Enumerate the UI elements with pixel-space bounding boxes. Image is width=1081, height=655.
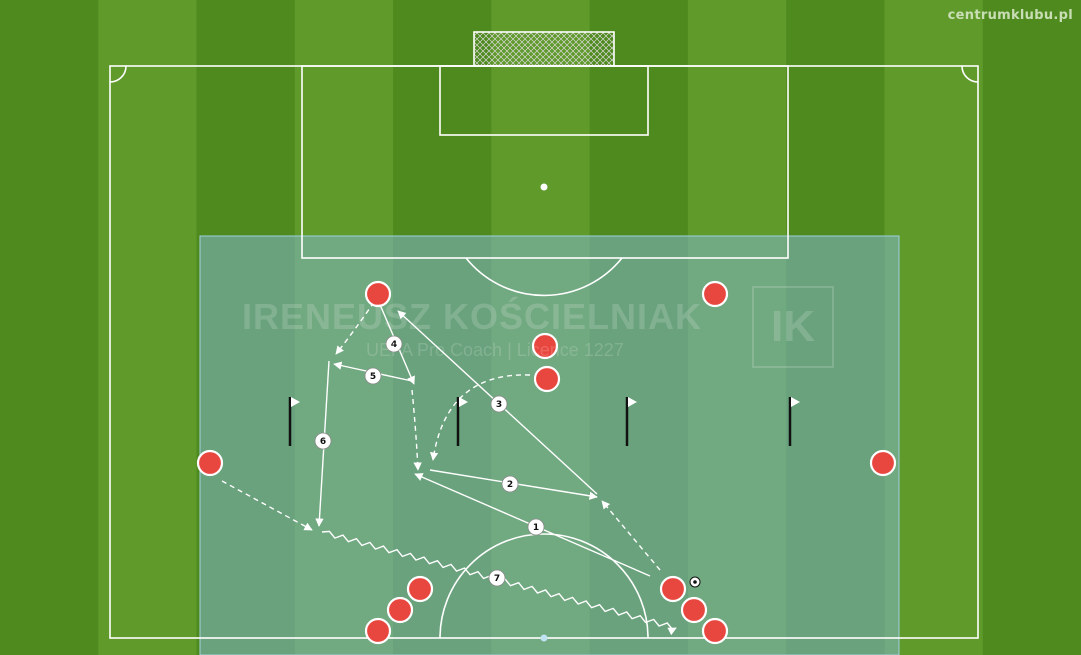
pass-label: 2 — [501, 475, 519, 493]
pass-label: 4 — [385, 335, 403, 353]
flags — [288, 397, 800, 446]
penalty-spot — [540, 183, 548, 191]
pass-label-text: 6 — [320, 437, 326, 447]
pass-label-text: 5 — [370, 372, 376, 382]
watermark-logo: IK — [752, 286, 834, 368]
player-marker — [659, 575, 687, 603]
player-marker — [680, 596, 708, 624]
site-credit[interactable]: centrumklubu.pl — [947, 8, 1073, 23]
center-spot — [540, 634, 548, 642]
run-line — [411, 389, 422, 471]
flag-icon — [625, 397, 637, 446]
pass-label-text: 1 — [533, 523, 539, 533]
ball-icon — [689, 576, 701, 588]
pass-label: 5 — [364, 367, 382, 385]
run-line — [601, 500, 661, 571]
grass-stripe — [98, 0, 198, 655]
penalty-arc — [465, 257, 623, 297]
pass-labels: 1 2 3 4 5 6 7 — [314, 335, 545, 587]
flag-icon — [288, 397, 300, 446]
pass-label-text: 7 — [494, 574, 500, 584]
grass-stripe — [0, 0, 100, 655]
player-marker — [364, 280, 392, 308]
player-marker — [869, 449, 897, 477]
player-marker — [196, 449, 224, 477]
player-marker — [406, 575, 434, 603]
pass-label-text: 2 — [507, 480, 513, 490]
pass-label-text: 3 — [496, 400, 502, 410]
player-marker — [386, 596, 414, 624]
player-marker — [701, 617, 729, 645]
corner-arc-right — [961, 65, 979, 83]
watermark-subtitle: UEFA Pro Coach | Licence 1227 — [366, 340, 624, 360]
player-marker — [531, 332, 559, 360]
pass-label: 1 — [527, 518, 545, 536]
watermark-name: IRENEUSZ KOŚCIELNIAK — [242, 296, 703, 337]
pass-label: 7 — [488, 569, 506, 587]
corner-arc-left — [109, 65, 127, 83]
goal-net — [473, 31, 615, 67]
pass-label: 3 — [490, 395, 508, 413]
player-marker — [701, 280, 729, 308]
flag-icon — [456, 397, 468, 446]
players — [196, 280, 897, 645]
pitch-lines — [109, 31, 979, 639]
run-line — [221, 480, 313, 531]
run-line — [429, 374, 531, 461]
run-line — [335, 301, 375, 355]
flag-icon — [788, 397, 800, 446]
goal-area — [439, 65, 649, 136]
player-marker — [364, 617, 392, 645]
pass-label-text: 4 — [391, 340, 397, 350]
center-circle — [439, 533, 649, 639]
grass-stripe — [982, 0, 1081, 655]
player-marker — [533, 365, 561, 393]
grass-stripe — [884, 0, 984, 655]
pass-label: 6 — [314, 432, 332, 450]
